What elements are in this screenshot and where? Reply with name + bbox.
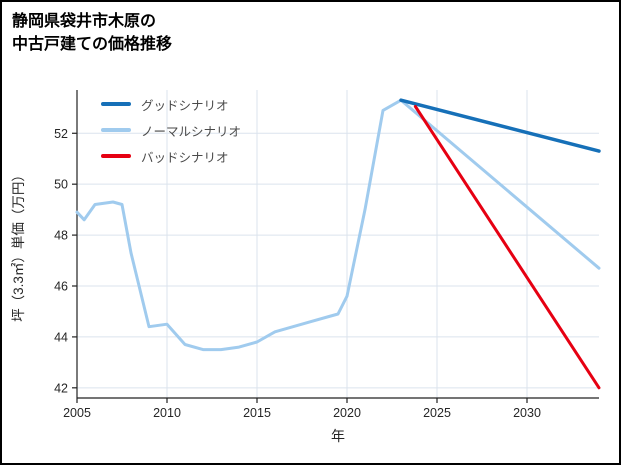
y-tick-label: 52 — [54, 127, 68, 141]
legend-label: バッドシナリオ — [141, 150, 229, 165]
legend-item-bad: バッドシナリオ — [101, 148, 241, 165]
series-line-bad — [413, 105, 601, 390]
chart-title-line1: 静岡県袋井市木原の — [12, 13, 157, 30]
x-axis-label: 年 — [331, 428, 345, 444]
legend-line-swatch — [101, 154, 131, 158]
y-tick-label: 44 — [54, 330, 68, 344]
legend-item-normal: ノーマルシナリオ — [101, 122, 242, 139]
legend-line-swatch — [101, 102, 131, 106]
series-line-good — [399, 98, 601, 153]
chart-title-line2: 中古戸建ての価格推移 — [12, 36, 173, 54]
legend-line-swatch — [101, 128, 131, 132]
x-tick-label: 2015 — [243, 406, 271, 420]
x-tick-label: 2005 — [63, 406, 91, 420]
y-tick-label: 46 — [54, 280, 68, 294]
y-axis-label: 坪（3.3㎡）単価（万円） — [11, 168, 26, 322]
x-tick-label: 2030 — [513, 406, 541, 420]
y-tick-label: 42 — [54, 381, 68, 395]
x-tick-label: 2025 — [423, 406, 451, 420]
legend-label: ノーマルシナリオ — [141, 124, 242, 139]
y-tick-label: 48 — [54, 229, 68, 243]
series-line-history — [75, 98, 403, 352]
series-line-normal — [399, 98, 601, 270]
chart-title: 静岡県袋井市木原の 中古戸建ての価格推移 — [12, 10, 172, 56]
legend-item-good: グッドシナリオ — [101, 96, 241, 113]
x-tick-label: 2010 — [153, 406, 181, 420]
x-tick-label: 2020 — [333, 406, 361, 420]
legend-label: グッドシナリオ — [141, 98, 229, 113]
chart-legend: グッドシナリオ ノーマルシナリオ バッドシナリオ — [101, 96, 242, 165]
y-tick-label: 50 — [54, 178, 68, 192]
